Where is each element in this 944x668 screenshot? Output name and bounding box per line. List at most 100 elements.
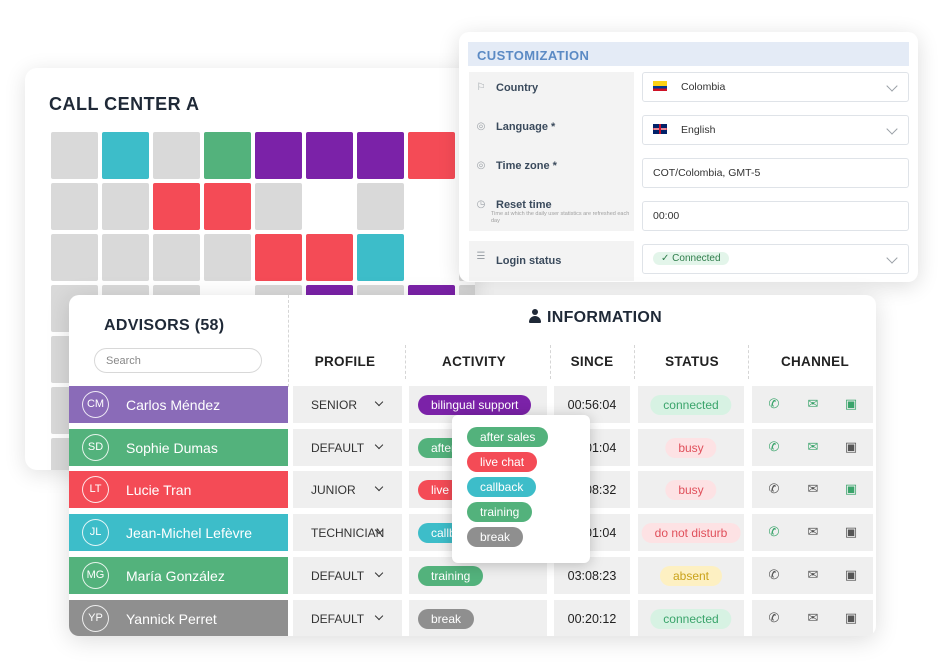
timezone-label: Time zone * <box>496 160 557 172</box>
language-label-cell: ◎ Language * <box>469 111 634 151</box>
status-cell[interactable] <box>102 234 149 281</box>
channel-cell: ✆ ✉ ▣ <box>752 556 873 594</box>
status-cell[interactable] <box>204 183 251 230</box>
status-cell[interactable] <box>51 234 98 281</box>
column-divider <box>634 345 635 379</box>
phone-icon[interactable]: ✆ <box>768 524 780 540</box>
mail-icon[interactable]: ✉ <box>807 438 819 454</box>
advisor-name-cell[interactable]: YP Yannick Perret <box>69 599 288 636</box>
reset-time-input[interactable]: 00:00 <box>642 201 909 231</box>
timezone-input[interactable]: COT/Colombia, GMT-5 <box>642 158 909 188</box>
status-cell[interactable] <box>306 183 353 230</box>
activity-badge[interactable]: bilingual support <box>418 395 532 415</box>
status-cell[interactable] <box>51 132 98 179</box>
status-badge: do not disturb <box>641 523 741 544</box>
phone-icon[interactable]: ✆ <box>768 481 780 497</box>
profile-select[interactable]: SENIOR <box>293 386 402 423</box>
phone-icon[interactable]: ✆ <box>768 566 780 582</box>
reset-time-label-cell: ◷ Reset time Time at which the daily use… <box>469 189 634 231</box>
activity-badge[interactable]: training <box>418 565 484 586</box>
login-status-badge: ✓ Connected <box>653 252 729 265</box>
profile-select[interactable]: DEFAULT <box>293 599 402 636</box>
avatar: LT <box>82 476 109 504</box>
column-divider <box>748 345 749 379</box>
customization-panel: CUSTOMIZATION ⚐ Country Colombia ◎ Langu… <box>459 32 918 282</box>
user-icon <box>529 309 541 323</box>
advisor-name-cell[interactable]: JL Jean-Michel Lefèvre <box>69 514 288 552</box>
status-cell[interactable] <box>153 183 200 230</box>
advisor-name-cell[interactable]: MG María González <box>69 556 288 594</box>
status-cell[interactable] <box>255 132 302 179</box>
chat-icon[interactable]: ▣ <box>844 524 858 540</box>
status-cell[interactable] <box>102 132 149 179</box>
mail-icon[interactable]: ✉ <box>807 481 819 497</box>
channel-cell: ✆ ✉ ▣ <box>752 428 873 466</box>
chat-icon[interactable]: ▣ <box>844 396 858 411</box>
status-cell[interactable] <box>408 234 455 281</box>
login-status-select[interactable]: ✓ Connected <box>642 244 909 274</box>
status-cell[interactable] <box>51 183 98 230</box>
profile-value: SENIOR <box>311 398 358 412</box>
activity-cell[interactable]: break <box>409 599 547 636</box>
profile-select[interactable]: DEFAULT <box>293 556 402 594</box>
advisor-row[interactable]: YP Yannick Perret DEFAULT break 00:20:12 conn… <box>69 599 876 636</box>
country-select[interactable]: Colombia <box>642 72 909 102</box>
phone-icon[interactable]: ✆ <box>768 438 780 454</box>
avatar: CM <box>82 391 109 418</box>
status-cell[interactable] <box>204 234 251 281</box>
profile-select[interactable]: DEFAULT <box>293 428 402 466</box>
activity-option[interactable]: break <box>467 527 524 547</box>
status-cell[interactable] <box>306 234 353 281</box>
status-cell: do not disturb <box>638 514 744 552</box>
column-header-since: SINCE <box>570 354 614 369</box>
advisor-name-cell[interactable]: SD Sophie Dumas <box>69 428 288 466</box>
phone-icon[interactable]: ✆ <box>768 396 780 411</box>
activity-option[interactable]: after sales <box>467 427 549 447</box>
chat-icon[interactable]: ▣ <box>844 566 858 582</box>
status-cell[interactable] <box>408 183 455 230</box>
advisor-name: Carlos Méndez <box>126 397 221 413</box>
status-badge: connected <box>650 395 732 415</box>
globe-icon: ◎ <box>476 121 486 132</box>
activity-option[interactable]: live chat <box>467 452 538 472</box>
avatar: YP <box>82 604 109 632</box>
channel-cell: ✆ ✉ ▣ <box>752 599 873 636</box>
country-value: Colombia <box>681 81 726 93</box>
language-select[interactable]: English <box>642 115 909 145</box>
status-cell[interactable] <box>357 234 404 281</box>
status-cell[interactable] <box>357 132 404 179</box>
mail-icon[interactable]: ✉ <box>807 566 819 582</box>
advisor-name-cell[interactable]: LT Lucie Tran <box>69 471 288 509</box>
status-cell[interactable] <box>255 234 302 281</box>
mail-icon[interactable]: ✉ <box>807 609 819 625</box>
status-cell[interactable] <box>408 132 455 179</box>
status-cell[interactable] <box>357 183 404 230</box>
avatar: MG <box>82 561 109 589</box>
chat-icon[interactable]: ▣ <box>844 481 858 497</box>
profile-select[interactable]: JUNIOR <box>293 471 402 509</box>
status-badge: busy <box>665 437 717 458</box>
status-cell[interactable] <box>255 183 302 230</box>
chat-icon[interactable]: ▣ <box>844 438 858 454</box>
profile-select[interactable]: TECHNICIAN <box>293 514 402 552</box>
activity-option[interactable]: callback <box>467 477 537 497</box>
call-center-title: CALL CENTER A <box>49 94 200 114</box>
status-cell[interactable] <box>306 132 353 179</box>
phone-icon[interactable]: ✆ <box>768 609 780 625</box>
activity-badge[interactable]: break <box>418 608 475 629</box>
advisor-name: Sophie Dumas <box>126 439 218 456</box>
status-cell[interactable] <box>204 132 251 179</box>
activity-option[interactable]: training <box>467 502 533 522</box>
column-divider <box>288 295 289 387</box>
search-input[interactable] <box>94 348 262 373</box>
status-cell[interactable] <box>153 234 200 281</box>
since-value: 00:20:12 <box>554 599 630 636</box>
advisor-row[interactable]: CM Carlos Méndez SENIOR bilingual support 00… <box>69 386 876 423</box>
status-cell[interactable] <box>153 132 200 179</box>
mail-icon[interactable]: ✉ <box>807 396 819 411</box>
chat-icon[interactable]: ▣ <box>844 609 858 625</box>
status-cell: connected <box>638 386 744 423</box>
mail-icon[interactable]: ✉ <box>807 524 819 540</box>
status-cell[interactable] <box>102 183 149 230</box>
advisor-name-cell[interactable]: CM Carlos Méndez <box>69 386 288 423</box>
